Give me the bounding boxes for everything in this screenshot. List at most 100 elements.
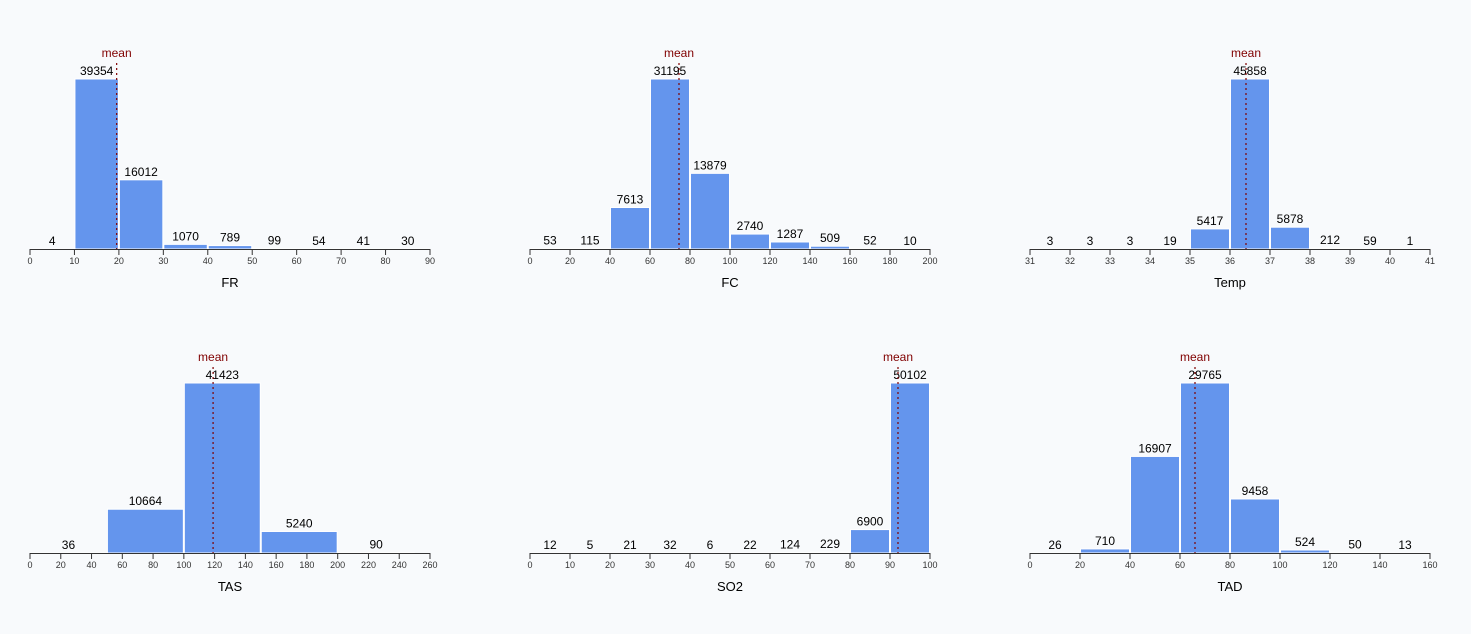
x-tick-label: 10 — [69, 256, 79, 266]
bar-count-label: 54 — [312, 234, 326, 248]
x-tick-label: 40 — [685, 560, 695, 570]
bar-count-label: 10 — [903, 234, 917, 248]
mean-label: mean — [664, 46, 694, 60]
bar-count-label: 52 — [863, 234, 877, 248]
mean-label: mean — [1231, 46, 1261, 60]
bar-count-label: 1287 — [777, 227, 804, 241]
x-tick-label: 90 — [425, 256, 435, 266]
x-tick-label: 80 — [845, 560, 855, 570]
bar-count-label: 53 — [543, 234, 557, 248]
bar — [811, 552, 850, 553]
x-tick-label: 100 — [922, 560, 937, 570]
bar — [1281, 550, 1330, 553]
bar-count-label: 2740 — [737, 219, 764, 233]
mean-label: mean — [102, 46, 132, 60]
x-tick-label: 180 — [299, 560, 314, 570]
mean-label: mean — [1180, 350, 1210, 364]
x-tick-label: 120 — [207, 560, 222, 570]
bar-count-label: 16907 — [1138, 441, 1172, 455]
x-tick-label: 100 — [176, 560, 191, 570]
bar — [1231, 499, 1280, 553]
x-tick-label: 31 — [1025, 256, 1035, 266]
bar — [611, 208, 650, 249]
x-tick-label: 60 — [1175, 560, 1185, 570]
bar-count-label: 5417 — [1197, 214, 1224, 228]
bar-count-label: 524 — [1295, 535, 1315, 549]
bar — [1081, 549, 1130, 553]
bar-count-label: 50 — [1348, 538, 1362, 552]
x-tick-label: 80 — [1225, 560, 1235, 570]
bar-count-label: 1070 — [172, 229, 199, 243]
x-tick-label: 140 — [802, 256, 817, 266]
x-tick-label: 100 — [722, 256, 737, 266]
x-tick-label: 160 — [269, 560, 284, 570]
bar — [119, 180, 162, 249]
x-tick-label: 20 — [565, 256, 575, 266]
x-tick-label: 200 — [922, 256, 937, 266]
bar-count-label: 5878 — [1277, 212, 1304, 226]
x-tick-label: 20 — [605, 560, 615, 570]
x-tick-label: 220 — [361, 560, 376, 570]
x-tick-label: 41 — [1425, 256, 1435, 266]
x-axis-title: SO2 — [717, 579, 743, 594]
x-tick-label: 20 — [114, 256, 124, 266]
x-tick-label: 80 — [685, 256, 695, 266]
bar-count-label: 509 — [820, 231, 840, 245]
x-tick-label: 60 — [765, 560, 775, 570]
x-tick-label: 33 — [1105, 256, 1115, 266]
bar-count-label: 99 — [268, 234, 282, 248]
bar-count-label: 5240 — [286, 516, 313, 530]
x-tick-label: 40 — [87, 560, 97, 570]
x-tick-label: 39 — [1345, 256, 1355, 266]
bar-count-label: 6900 — [857, 515, 884, 529]
x-tick-label: 50 — [725, 560, 735, 570]
x-axis-title: TAS — [218, 579, 243, 594]
bar-count-label: 59 — [1363, 234, 1377, 248]
bar-count-label: 16012 — [124, 165, 158, 179]
bar-count-label: 3 — [1127, 234, 1134, 248]
bar-count-label: 1 — [1407, 234, 1414, 248]
x-tick-label: 140 — [238, 560, 253, 570]
x-tick-label: 0 — [27, 560, 32, 570]
x-tick-label: 0 — [527, 256, 532, 266]
x-tick-label: 38 — [1305, 256, 1315, 266]
bar — [1131, 456, 1180, 553]
bar-count-label: 45858 — [1233, 64, 1267, 78]
x-axis-title: Temp — [1214, 275, 1246, 290]
bar — [107, 509, 183, 553]
bar — [811, 246, 850, 249]
bar-count-label: 124 — [780, 538, 800, 552]
x-tick-label: 40 — [1385, 256, 1395, 266]
x-tick-label: 40 — [1125, 560, 1135, 570]
x-tick-label: 120 — [1322, 560, 1337, 570]
bar — [208, 246, 251, 249]
bar — [1311, 248, 1350, 249]
bar-count-label: 4 — [49, 234, 56, 248]
x-tick-label: 37 — [1265, 256, 1275, 266]
bar-count-label: 229 — [820, 537, 840, 551]
bar-count-label: 30 — [401, 234, 415, 248]
x-tick-label: 20 — [56, 560, 66, 570]
x-tick-label: 0 — [27, 256, 32, 266]
x-tick-label: 240 — [392, 560, 407, 570]
mean-label: mean — [198, 350, 228, 364]
x-axis-title: FR — [221, 275, 238, 290]
x-tick-label: 80 — [148, 560, 158, 570]
x-tick-label: 140 — [1372, 560, 1387, 570]
bar — [851, 530, 890, 553]
bar — [1181, 383, 1230, 553]
x-tick-label: 180 — [882, 256, 897, 266]
bar-count-label: 39354 — [80, 64, 114, 78]
bar-count-label: 10664 — [129, 494, 163, 508]
x-tick-label: 60 — [292, 256, 302, 266]
bar-count-label: 90 — [369, 538, 383, 552]
bar-count-label: 22 — [743, 538, 757, 552]
x-tick-label: 0 — [1027, 560, 1032, 570]
bar — [571, 248, 610, 249]
